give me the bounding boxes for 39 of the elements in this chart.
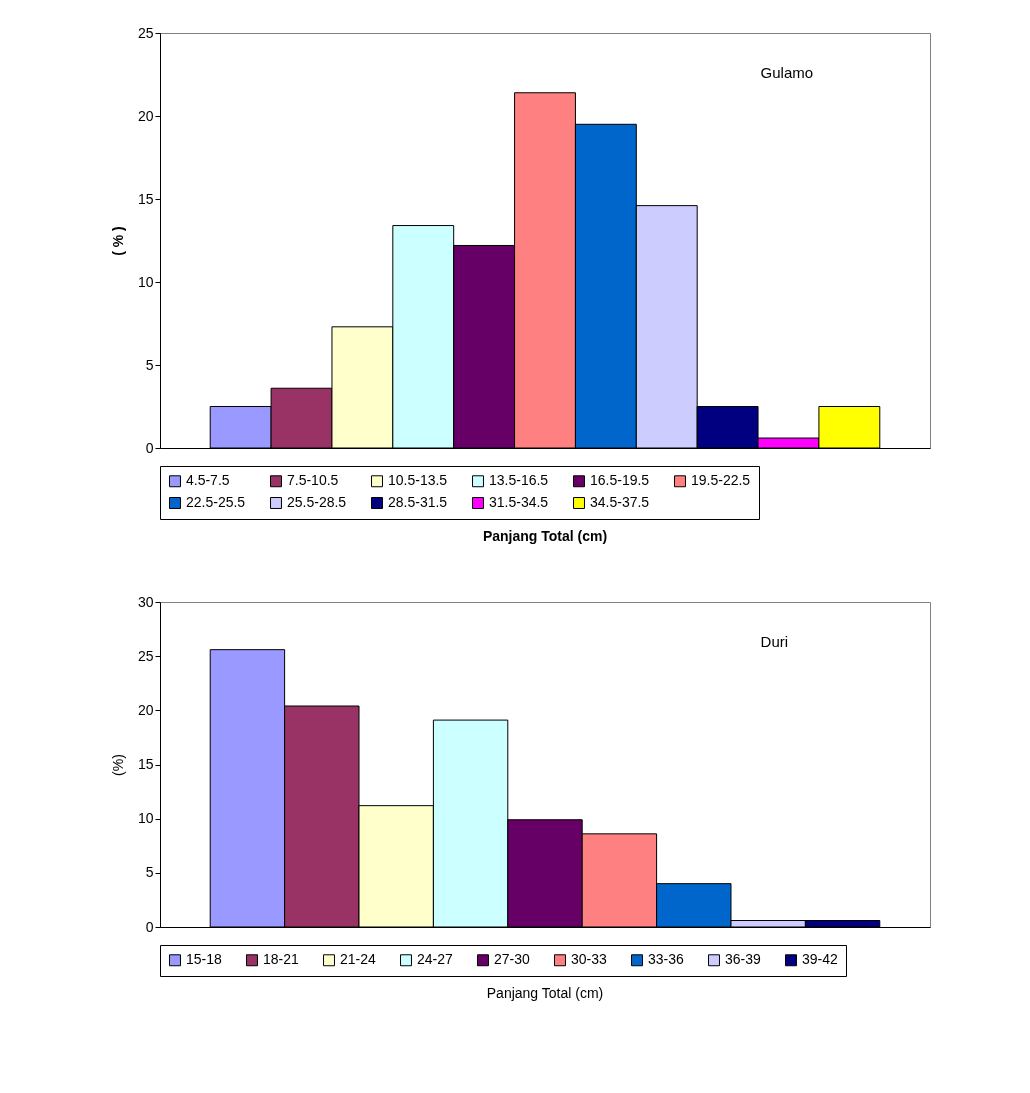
- legend-label: 15-18: [186, 951, 223, 968]
- legend-label: 18-21: [263, 951, 300, 968]
- legend-label: 24-27: [417, 951, 454, 968]
- legend-label: 39-42: [802, 951, 839, 968]
- legend-label: 27-30: [494, 951, 531, 968]
- legend-label: 10.5-13.5: [388, 472, 448, 489]
- y-tick-label: 5: [145, 356, 154, 373]
- y-tick-label: 25: [137, 647, 154, 664]
- legend-label: 19.5-22.5: [691, 472, 751, 489]
- legend-label: 30-33: [571, 951, 608, 968]
- y-tick-label: 0: [145, 439, 154, 456]
- legend-label: 28.5-31.5: [388, 494, 448, 510]
- legend-label: 31.5-34.5: [489, 494, 549, 510]
- legend-label: 33-36: [648, 951, 685, 968]
- y-tick-label: 15: [137, 756, 154, 772]
- x-axis-title: Panjang Total (cm): [486, 984, 604, 1001]
- y-tick-label: 30: [137, 593, 154, 610]
- y-tick-label: 15: [137, 190, 154, 207]
- y-axis-title: (%): [109, 754, 126, 776]
- legend-label: 7.5-10.5: [287, 472, 339, 489]
- legend-label: 25.5-28.5: [287, 494, 347, 510]
- y-tick-label: 0: [145, 918, 154, 935]
- y-tick-label: 25: [137, 24, 154, 41]
- annotation: Duri: [760, 633, 789, 650]
- y-tick-label: 20: [137, 107, 154, 124]
- y-tick-label: 10: [137, 273, 154, 290]
- y-tick-label: 20: [137, 701, 154, 718]
- y-tick-label: 5: [145, 864, 154, 881]
- legend-label: 21-24: [340, 951, 377, 968]
- x-axis-title: Panjang Total (cm): [482, 527, 608, 544]
- annotation: Gulamo: [760, 64, 814, 81]
- legend-label: 13.5-16.5: [489, 472, 549, 489]
- legend-label: 4.5-7.5: [186, 472, 230, 489]
- y-tick-label: 10: [137, 810, 154, 827]
- y-axis-title: ( % ): [109, 226, 126, 256]
- legend-label: 22.5-25.5: [186, 494, 246, 510]
- legend-label: 34.5-37.5: [590, 494, 650, 510]
- legend-label: 36-39: [725, 951, 762, 968]
- legend-label: 16.5-19.5: [590, 472, 650, 489]
